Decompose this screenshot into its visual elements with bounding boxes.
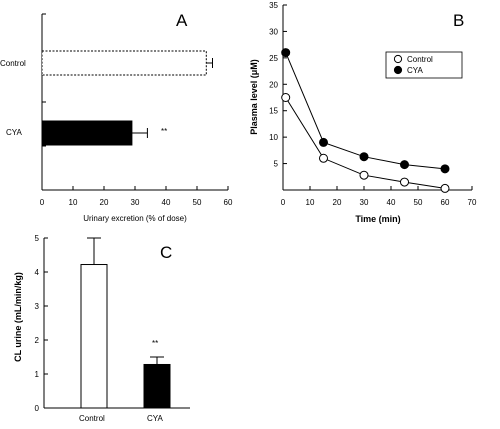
panel-a-label: A (176, 11, 188, 30)
panel-a-significance-cya: ** (161, 127, 167, 136)
panel-c-category-cya: CYA (147, 414, 164, 423)
panel-b-y-tick-label: 30 (269, 27, 278, 36)
panel-b-point-cya (400, 160, 409, 170)
panel-b-y-tick-label: 10 (269, 133, 278, 142)
panel-c-y-tick-label: 3 (35, 302, 40, 311)
panel-b-x-tick-label: 70 (468, 198, 477, 207)
panel-c-y-tick-label: 0 (35, 404, 40, 413)
panel-a: A 0 10 20 30 40 50 60 Control CYA ** Urinary e… (0, 11, 233, 223)
panel-b-legend-marker-control (393, 54, 403, 64)
panel-b-x-tick-label: 60 (441, 198, 450, 207)
panel-b-x-tick-label: 30 (360, 198, 369, 207)
panel-b-y-tick-label: 25 (269, 54, 278, 63)
panel-b-legend: Control CYA (385, 51, 463, 79)
panel-b-x-axis-title: Time (min) (355, 214, 400, 224)
panel-b-label: B (453, 11, 464, 30)
panel-a-x-tick-label: 50 (193, 198, 202, 207)
panel-a-x-tick-label: 0 (40, 198, 45, 207)
panel-c-y-tick-label: 2 (35, 336, 40, 345)
panel-b-point-control (281, 93, 291, 102)
panel-b-point-cya (319, 137, 328, 147)
panel-c-bar-control (80, 264, 108, 409)
panel-b-x-tick-label: 40 (387, 198, 396, 207)
panel-b-x-tick-label: 50 (414, 198, 423, 207)
panel-b-point-control (319, 153, 328, 163)
panel-a-bar-cya (41, 120, 133, 146)
panel-b-point-cya (359, 152, 369, 162)
panel-b-point-cya (281, 48, 291, 58)
panel-a-bar-control (41, 50, 207, 76)
panel-c-category-control: Control (79, 414, 105, 423)
panel-c-y-tick-label: 1 (35, 370, 40, 379)
panel-a-x-tick-label: 20 (100, 198, 109, 207)
panel-b: B 0 10 20 30 40 50 60 70 5 10 15 20 25 30 35 Plasma le… (249, 1, 477, 224)
panel-b-point-control (400, 177, 409, 187)
panel-c-y-axis-title: CL urine (mL/min/kg) (13, 272, 23, 362)
panel-b-legend-label-cya: CYA (407, 66, 424, 75)
panel-b-x-tick-label: 20 (333, 198, 342, 207)
panel-b-legend-marker-cya (393, 65, 403, 75)
panel-b-y-tick-label: 20 (269, 80, 278, 89)
panel-c-y-tick-label: 4 (35, 268, 40, 277)
panel-a-x-tick-label: 30 (131, 198, 140, 207)
panel-b-legend-label-control: Control (407, 55, 433, 64)
panel-c-significance-cya: ** (152, 339, 158, 348)
panel-a-x-axis-title: Urinary excretion (% of dose) (83, 214, 187, 223)
panel-b-point-cya (440, 164, 450, 174)
panel-a-x-tick-label: 60 (224, 198, 233, 207)
panel-c-y-tick-label: 5 (35, 234, 40, 243)
panel-b-y-tick-label: 15 (269, 107, 278, 116)
panel-c-label: C (160, 243, 172, 262)
panel-b-y-tick-label: 5 (274, 160, 279, 169)
panel-b-point-control (440, 183, 450, 193)
panel-c: C 0 1 2 3 4 5 Control CYA ** CL urine (mL/min… (13, 234, 190, 423)
panel-a-x-tick-label: 10 (69, 198, 78, 207)
panel-a-x-tick-label: 40 (162, 198, 171, 207)
panel-b-x-tick-label: 0 (281, 198, 286, 207)
panel-a-category-control: Control (0, 59, 26, 68)
panel-c-bar-cya (143, 363, 171, 409)
panel-b-y-axis-title: Plasma level (μM) (249, 59, 259, 135)
panel-b-x-tick-label: 10 (306, 198, 315, 207)
panel-b-y-tick-label: 35 (269, 1, 278, 10)
panel-a-category-cya: CYA (6, 128, 23, 137)
panel-b-point-control (359, 170, 369, 180)
